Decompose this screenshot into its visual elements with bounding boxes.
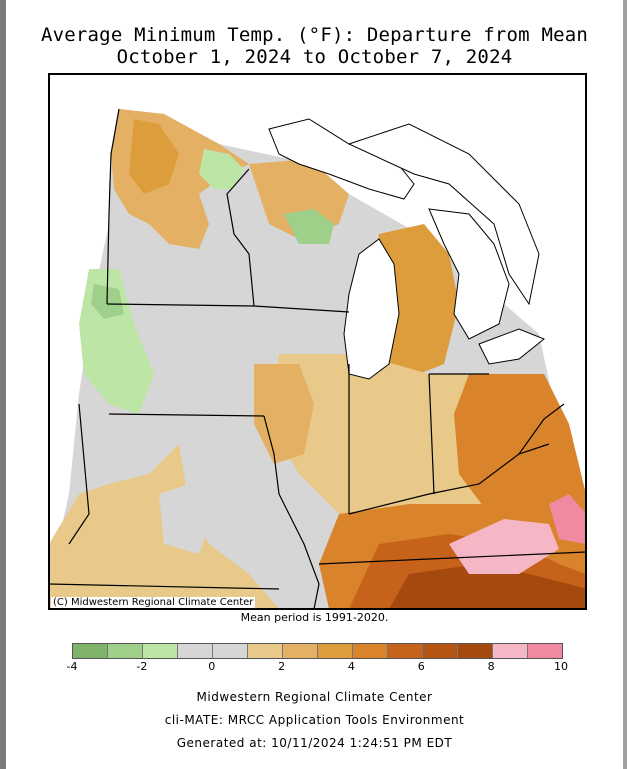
border-ks-mo [68,403,90,545]
window-right-edge [623,0,627,769]
region-green-ne-mn [199,149,244,189]
lake-superior [268,118,415,200]
region-tan-il [254,364,314,464]
ontario-canada [347,123,540,306]
legend-tick-label: 0 [208,660,216,673]
legend-swatch [143,644,178,658]
legend-swatch [458,644,493,658]
border-mn-wi [226,168,255,307]
legend-swatch [528,644,562,658]
legend-swatch [388,644,423,658]
border-mn-ia [106,303,255,307]
legend-swatch [73,644,108,658]
region-gray-missouri [159,484,214,554]
border-in-oh [428,373,435,495]
legend-swatch [353,644,388,658]
border-mo-ar [49,583,280,590]
color-legend [72,643,563,659]
border-oh-wv [518,403,565,455]
lake-huron [428,208,510,340]
legend-swatch [493,644,528,658]
region-brown-tn [389,564,586,609]
region-pink-va [549,494,586,544]
map-title-line1: Average Minimum Temp. (°F): Departure fr… [40,24,589,46]
legend-swatch [318,644,353,658]
legend-tick-label: 2 [278,660,286,673]
border-il-west [263,415,320,609]
departure-map [49,74,586,609]
border-wi-il [253,305,350,313]
lake-michigan [343,238,400,380]
legend-swatch [178,644,213,658]
legend-swatch [213,644,248,658]
legend-tick-label: 4 [347,660,355,673]
region-pink-wv [449,519,559,574]
state-borders [49,108,586,609]
border-mn-west [106,108,120,305]
legend-tick-label: -4 [66,660,78,673]
footer-line1: Midwestern Regional Climate Center [196,690,433,704]
legend-swatch [248,644,283,658]
map-credit: (C) Midwestern Regional Climate Center [51,597,256,608]
border-ia-mo [108,413,265,417]
legend-swatch [108,644,143,658]
legend-tick-label: 6 [417,660,425,673]
map-frame: (C) Midwestern Regional Climate Center [48,73,587,610]
region-tan-nw-mn [129,119,179,194]
border-ky-north [348,443,550,515]
border-ky-tn [318,551,586,565]
legend-tick-label: 10 [554,660,568,673]
legend-swatch [423,644,458,658]
map-title-line2: October 1, 2024 to October 7, 2024 [116,46,513,68]
lake-erie [478,328,545,365]
footer-line3: Generated at: 10/11/2024 1:24:51 PM EDT [176,736,453,750]
footer-line2: cli-MATE: MRCC Application Tools Environ… [164,713,465,727]
window-left-edge [0,0,6,769]
map-border [49,74,586,609]
region-green-wi [284,209,334,244]
region-orange-oh [454,374,586,544]
legend-swatch [283,644,318,658]
legend-tick-label: -2 [136,660,148,673]
legend-tick-label: 8 [487,660,495,673]
mean-period-note: Mean period is 1991-2020. [240,611,389,624]
